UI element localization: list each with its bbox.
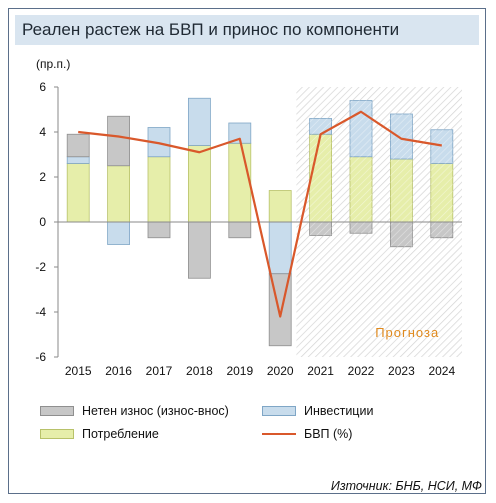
legend-label-investment: Инвестиции	[304, 404, 374, 418]
x-tick-label-2023: 2023	[388, 364, 415, 378]
legend-swatch-investment	[262, 406, 296, 416]
bar-hatch-consumption-2024	[430, 163, 453, 222]
bar-investment-2016	[107, 221, 130, 245]
x-tick-label-2015: 2015	[65, 364, 92, 378]
y-unit-label: (пр.п.)	[36, 57, 70, 71]
y-tick-label--4: -4	[35, 305, 46, 319]
bar-hatch-investment-2021	[309, 118, 332, 135]
y-tick-label-4: 4	[39, 125, 46, 139]
legend-label-consumption: Потребление	[82, 427, 159, 441]
bar-investment-2018	[187, 97, 211, 146]
bar-consumption-2016	[107, 165, 130, 223]
x-tick-label-2016: 2016	[105, 364, 132, 378]
bar-hatch-consumption-2021	[309, 134, 332, 222]
bar-investment-2015	[66, 156, 90, 164]
y-tick-label-0: 0	[39, 215, 46, 229]
bar-investment-2020	[268, 221, 292, 275]
legend-line-gdp	[262, 433, 296, 435]
x-tick-label-2018: 2018	[186, 364, 213, 378]
bar-hatch-investment-2024	[430, 129, 453, 164]
forecast-label: Прогноза	[375, 325, 439, 340]
bar-hatch-investment-2023	[390, 114, 413, 159]
bar-hatch-investment-2022	[350, 100, 372, 157]
legend-label-net-exports: Нетен износ (износ-внос)	[82, 404, 229, 418]
y-tick-label--2: -2	[35, 260, 46, 274]
bar-net-exports-2017	[147, 221, 171, 239]
bar-consumption-2019	[228, 142, 252, 223]
bar-hatch-net-exports-2023	[390, 222, 413, 247]
bar-consumption-2017	[147, 156, 171, 223]
bar-net-exports-2015	[66, 133, 90, 158]
legend-swatch-consumption	[40, 429, 74, 439]
bar-net-exports-2016	[107, 115, 130, 167]
x-tick-label-2024: 2024	[428, 364, 455, 378]
bar-hatch-consumption-2022	[350, 156, 372, 222]
x-tick-label-2017: 2017	[146, 364, 173, 378]
legend-item-investment: Инвестиции	[262, 404, 373, 418]
y-tick-label--6: -6	[35, 350, 46, 364]
x-tick-label-2022: 2022	[348, 364, 375, 378]
bar-hatch-consumption-2023	[390, 159, 413, 222]
bar-hatch-net-exports-2021	[309, 222, 332, 236]
legend-label-gdp: БВП (%)	[304, 427, 353, 441]
legend-item-gdp: БВП (%)	[262, 427, 352, 441]
chart-source: Източник: БНБ, НСИ, МФ	[330, 479, 482, 493]
y-tick-label-2: 2	[39, 170, 46, 184]
x-tick-label-2020: 2020	[267, 364, 294, 378]
x-tick-label-2019: 2019	[226, 364, 253, 378]
bar-consumption-2020	[268, 190, 292, 223]
chart-title: Реален растеж на БВП и принос по компоне…	[15, 15, 479, 45]
legend-item-consumption: Потребление	[40, 427, 159, 441]
legend-swatch-net-exports	[40, 406, 74, 416]
legend-item-net-exports: Нетен износ (износ-внос)	[40, 404, 229, 418]
bar-consumption-2018	[187, 145, 211, 223]
bar-hatch-net-exports-2022	[350, 222, 372, 234]
bar-net-exports-2018	[187, 221, 211, 279]
gdp-line	[78, 110, 442, 318]
bar-hatch-net-exports-2024	[430, 222, 453, 238]
bar-consumption-2015	[66, 163, 90, 223]
x-tick-label-2021: 2021	[307, 364, 334, 378]
bar-net-exports-2019	[228, 221, 252, 239]
y-tick-label-6: 6	[39, 80, 46, 94]
